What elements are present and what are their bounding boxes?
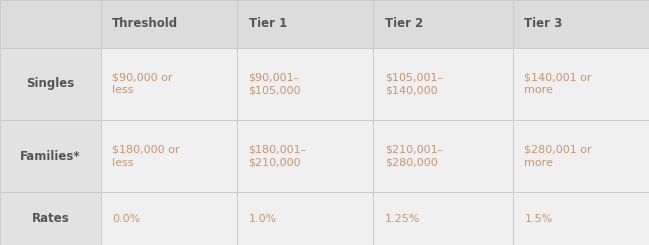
Text: Tier 1: Tier 1 <box>249 17 287 30</box>
Bar <box>0 120 101 192</box>
Bar <box>373 192 513 245</box>
Bar <box>0 0 101 48</box>
Bar <box>513 120 649 192</box>
Text: $280,001 or
more: $280,001 or more <box>524 145 592 168</box>
Text: Tier 2: Tier 2 <box>385 17 423 30</box>
Bar <box>101 192 237 245</box>
Bar <box>513 192 649 245</box>
Text: Singles: Singles <box>26 77 75 90</box>
Text: Families*: Families* <box>20 150 80 163</box>
Text: $180,001–
$210,000: $180,001– $210,000 <box>249 145 307 168</box>
Text: 1.5%: 1.5% <box>524 214 553 224</box>
Bar <box>101 48 237 120</box>
Text: $90,001–
$105,000: $90,001– $105,000 <box>249 73 301 95</box>
Text: $210,001–
$280,000: $210,001– $280,000 <box>385 145 443 168</box>
Text: $140,001 or
more: $140,001 or more <box>524 73 592 95</box>
Text: 1.25%: 1.25% <box>385 214 421 224</box>
Text: Rates: Rates <box>31 212 69 225</box>
Text: $105,001–
$140,000: $105,001– $140,000 <box>385 73 443 95</box>
Text: 1.0%: 1.0% <box>249 214 277 224</box>
Bar <box>101 0 237 48</box>
Bar <box>513 48 649 120</box>
Bar <box>373 0 513 48</box>
Bar <box>0 48 101 120</box>
Text: $90,000 or
less: $90,000 or less <box>112 73 173 95</box>
Bar <box>237 192 373 245</box>
Text: Tier 3: Tier 3 <box>524 17 563 30</box>
Text: $180,000 or
less: $180,000 or less <box>112 145 180 168</box>
Text: 0.0%: 0.0% <box>112 214 141 224</box>
Bar <box>373 120 513 192</box>
Bar <box>101 120 237 192</box>
Bar <box>237 120 373 192</box>
Bar <box>0 192 101 245</box>
Text: Threshold: Threshold <box>112 17 178 30</box>
Bar <box>373 48 513 120</box>
Bar <box>237 0 373 48</box>
Bar <box>237 48 373 120</box>
Bar <box>513 0 649 48</box>
